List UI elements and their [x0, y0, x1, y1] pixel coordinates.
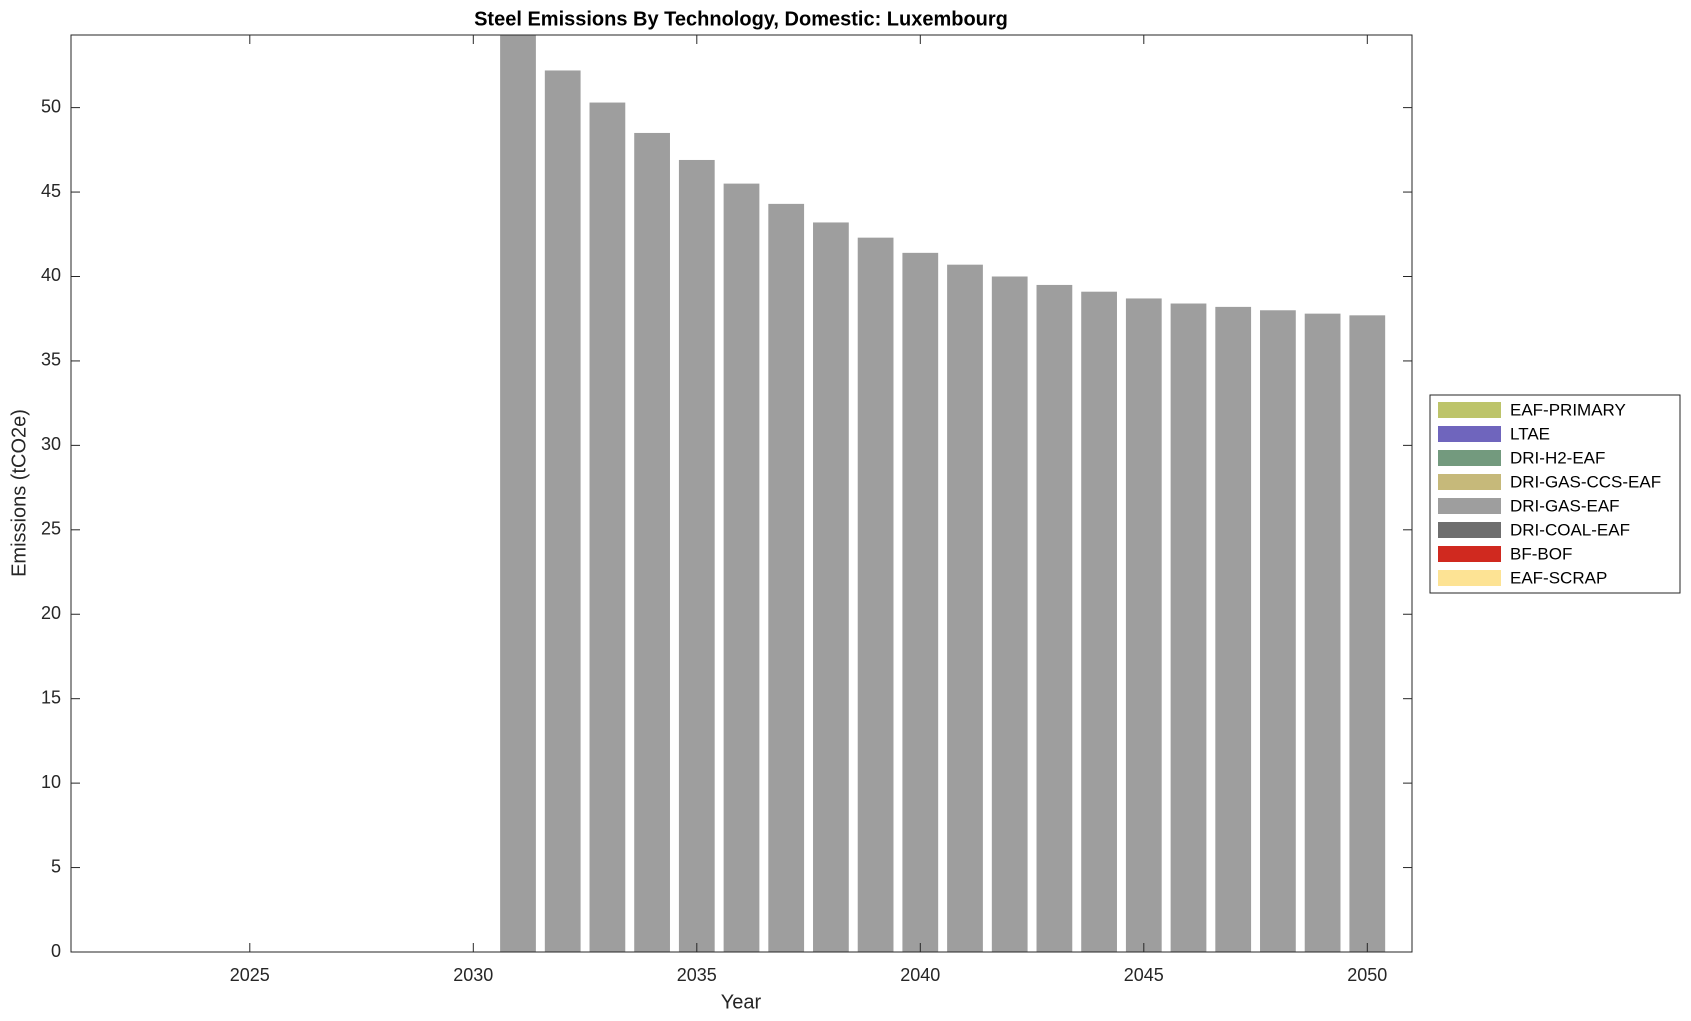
- bar-segment: [723, 183, 760, 952]
- bar-segment: [991, 276, 1028, 952]
- chart-title: Steel Emissions By Technology, Domestic:…: [474, 8, 1008, 30]
- legend-swatch: [1438, 402, 1501, 418]
- bar-segment: [1036, 284, 1073, 952]
- legend-label: EAF-PRIMARY: [1510, 400, 1626, 419]
- bar-segment: [1215, 306, 1252, 952]
- legend-label: LTAE: [1510, 424, 1550, 443]
- bar-segment: [678, 159, 715, 952]
- y-axis-label: Emissions (tCO2e): [8, 409, 30, 577]
- y-tick-label: 0: [51, 941, 61, 961]
- y-tick-label: 10: [41, 772, 61, 792]
- bar-segment: [500, 35, 536, 952]
- bar-segment: [1125, 298, 1162, 952]
- bar-segment: [768, 203, 805, 952]
- x-axis-label: Year: [721, 991, 762, 1013]
- y-tick-label: 25: [41, 519, 61, 539]
- y-tick-label: 35: [41, 350, 61, 370]
- legend-swatch: [1438, 570, 1501, 586]
- legend-label: DRI-GAS-CCS-EAF: [1510, 472, 1661, 491]
- bar-segment: [902, 252, 939, 952]
- bar-segment: [1260, 310, 1296, 952]
- legend-swatch: [1438, 546, 1501, 562]
- bar-segment: [857, 237, 894, 952]
- bar-segment: [589, 102, 626, 952]
- bar-segment: [1081, 291, 1117, 952]
- x-tick-label: 2035: [677, 965, 717, 985]
- x-tick-label: 2050: [1347, 965, 1387, 985]
- bar-segment: [634, 132, 670, 952]
- bar-segment: [1170, 303, 1207, 952]
- bar-segment: [947, 264, 983, 952]
- legend-label: DRI-COAL-EAF: [1510, 520, 1630, 539]
- legend-swatch: [1438, 426, 1501, 442]
- x-tick-label: 2045: [1124, 965, 1164, 985]
- y-tick-label: 50: [41, 96, 61, 116]
- x-tick-label: 2040: [900, 965, 940, 985]
- legend-swatch: [1438, 450, 1501, 466]
- legend-label: BF-BOF: [1510, 544, 1572, 563]
- bar-segment: [1349, 315, 1386, 952]
- legend-swatch: [1438, 498, 1501, 514]
- legend-label: DRI-GAS-EAF: [1510, 496, 1620, 515]
- y-tick-label: 40: [41, 265, 61, 285]
- bar-segment: [813, 222, 849, 952]
- y-tick-label: 30: [41, 434, 61, 454]
- y-tick-label: 5: [51, 856, 61, 876]
- legend-swatch: [1438, 474, 1501, 490]
- bar-segment: [1304, 313, 1341, 952]
- legend-swatch: [1438, 522, 1501, 538]
- legend-label: EAF-SCRAP: [1510, 568, 1607, 587]
- axes-box: [70, 34, 1413, 953]
- x-tick-label: 2025: [230, 965, 270, 985]
- bar-segment: [544, 70, 581, 952]
- x-tick-label: 2030: [453, 965, 493, 985]
- y-tick-label: 15: [41, 687, 61, 707]
- bars: [500, 35, 1386, 952]
- y-tick-label: 45: [41, 181, 61, 201]
- y-tick-label: 20: [41, 603, 61, 623]
- legend-label: DRI-H2-EAF: [1510, 448, 1605, 467]
